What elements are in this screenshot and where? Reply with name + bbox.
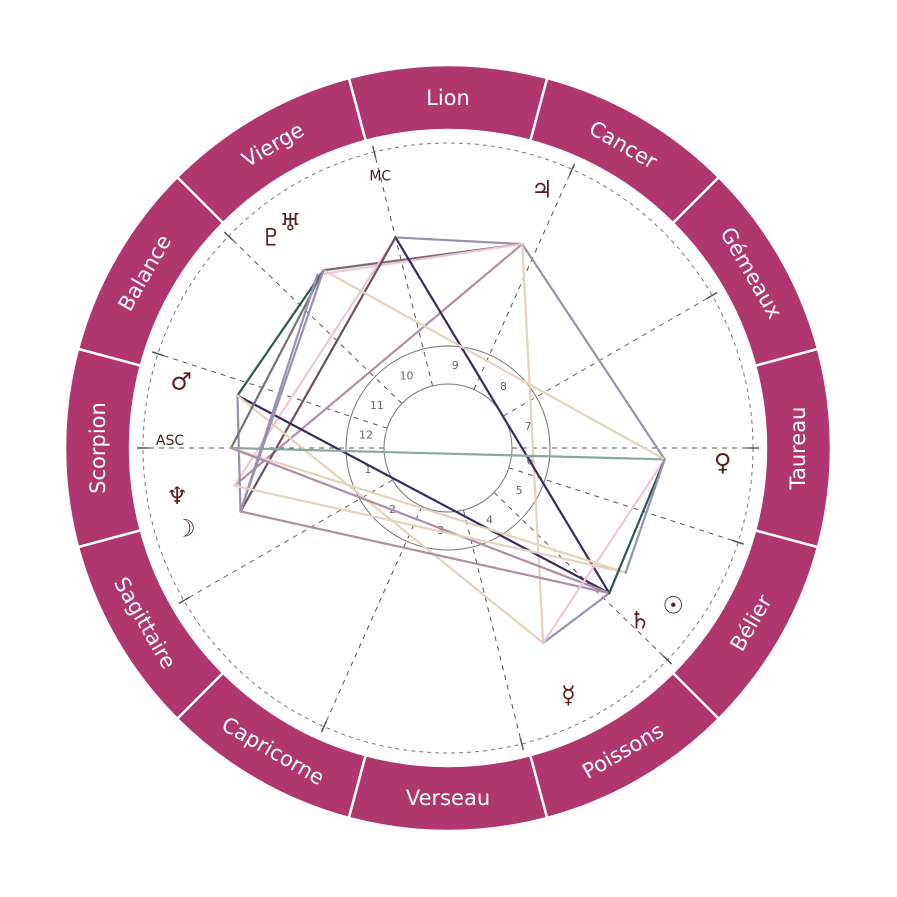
- cusp-tick: [178, 596, 190, 605]
- sign-segment-11: [528, 671, 721, 820]
- house-number: 7: [525, 420, 532, 433]
- aspect-line-venus-saturn: [608, 458, 666, 595]
- house-cusp-line: [228, 235, 403, 404]
- sign-label: Verseau: [406, 786, 490, 810]
- mercury-icon: ☿: [561, 681, 576, 709]
- aspect-line-neptune-sun: [233, 484, 627, 574]
- aspect-line-mars-uranus: [236, 269, 325, 397]
- aspect-lines: [229, 236, 666, 645]
- aspect-line-asc-sun: [229, 446, 627, 574]
- cusp-tick: [706, 291, 718, 300]
- aspect-line-venus-sun: [624, 458, 666, 574]
- pluto-icon: ♇: [260, 223, 282, 251]
- cusp-tick: [151, 351, 164, 357]
- aspect-line-jupiter-pluto: [316, 242, 524, 276]
- house-inner-circle: [383, 383, 513, 513]
- house-outer-circle: [345, 345, 551, 551]
- house-number: 10: [400, 370, 414, 383]
- aspect-line-jupiter-mercury: [521, 242, 545, 645]
- house-number: 4: [486, 513, 493, 526]
- cusp-tick: [320, 720, 328, 733]
- zodiac-ring: BélierTaureauGémeauxCancerLionViergeBala…: [63, 63, 833, 833]
- aspect-line-uranus-venus: [322, 269, 666, 461]
- uranus-icon: ♅: [280, 209, 302, 237]
- angle-label-mc: MC: [369, 168, 391, 184]
- aspect-line-mc-moon: [239, 236, 397, 513]
- house-number: 8: [500, 380, 507, 393]
- house-cusp-line: [508, 467, 739, 543]
- house-cusps: [137, 142, 759, 754]
- aspect-line-asc-saturn: [229, 446, 611, 595]
- aspect-line-mc-jupiter: [394, 236, 524, 246]
- aspect-line-mercury-venus: [542, 458, 666, 645]
- aspect-line-moon-saturn: [239, 510, 611, 595]
- aspect-line-mercury-saturn: [542, 592, 611, 645]
- house-cusp-line: [462, 509, 523, 745]
- moon-icon: ☽: [174, 514, 196, 542]
- aspect-line-asc-venus: [229, 446, 666, 461]
- neptune-icon: ♆: [166, 482, 188, 510]
- sun-icon: ☉: [663, 592, 685, 620]
- aspect-line-jupiter-neptune: [233, 242, 524, 487]
- sign-label: Lion: [426, 86, 470, 110]
- planet-glyphs: ☉ ☽ ☿ ♀ ♂ ♃ ♄ ♅ ♆ ♇: [166, 176, 731, 710]
- cusp-tick: [732, 539, 745, 545]
- cusp-tick: [568, 163, 576, 176]
- aspect-line-mars-moon: [236, 394, 242, 513]
- cusp-tick: [223, 231, 234, 241]
- aspect-line-pluto-moon: [239, 273, 319, 513]
- cusp-tick: [662, 655, 673, 665]
- cusp-tick: [372, 146, 377, 159]
- house-cusp-line: [323, 506, 423, 727]
- house-cusp-line: [493, 492, 668, 661]
- jupiter-icon: ♃: [531, 176, 553, 204]
- house-number: 12: [359, 429, 373, 442]
- sign-label: Taureau: [786, 407, 810, 491]
- venus-icon: ♀: [714, 448, 732, 476]
- aspect-line-mars-saturn: [236, 394, 611, 595]
- house-wheel: 123456789101112ASCMC: [156, 168, 551, 551]
- sign-label: Scorpion: [86, 402, 110, 494]
- cusp-tick: [519, 737, 524, 750]
- house-cusp-line: [373, 151, 434, 387]
- house-number: 9: [452, 359, 459, 372]
- house-cusp-line: [157, 353, 388, 429]
- house-number: 1: [364, 463, 371, 476]
- aspect-line-jupiter-venus: [521, 242, 666, 461]
- house-number: 5: [516, 484, 523, 497]
- house-number: 11: [370, 399, 384, 412]
- angle-label-asc: ASC: [156, 433, 184, 449]
- house-cusp-line: [183, 479, 393, 601]
- aspect-line-mc-saturn: [394, 236, 611, 595]
- house-cusp-line: [503, 295, 713, 417]
- mars-icon: ♂: [170, 367, 192, 395]
- saturn-icon: ♄: [629, 607, 651, 635]
